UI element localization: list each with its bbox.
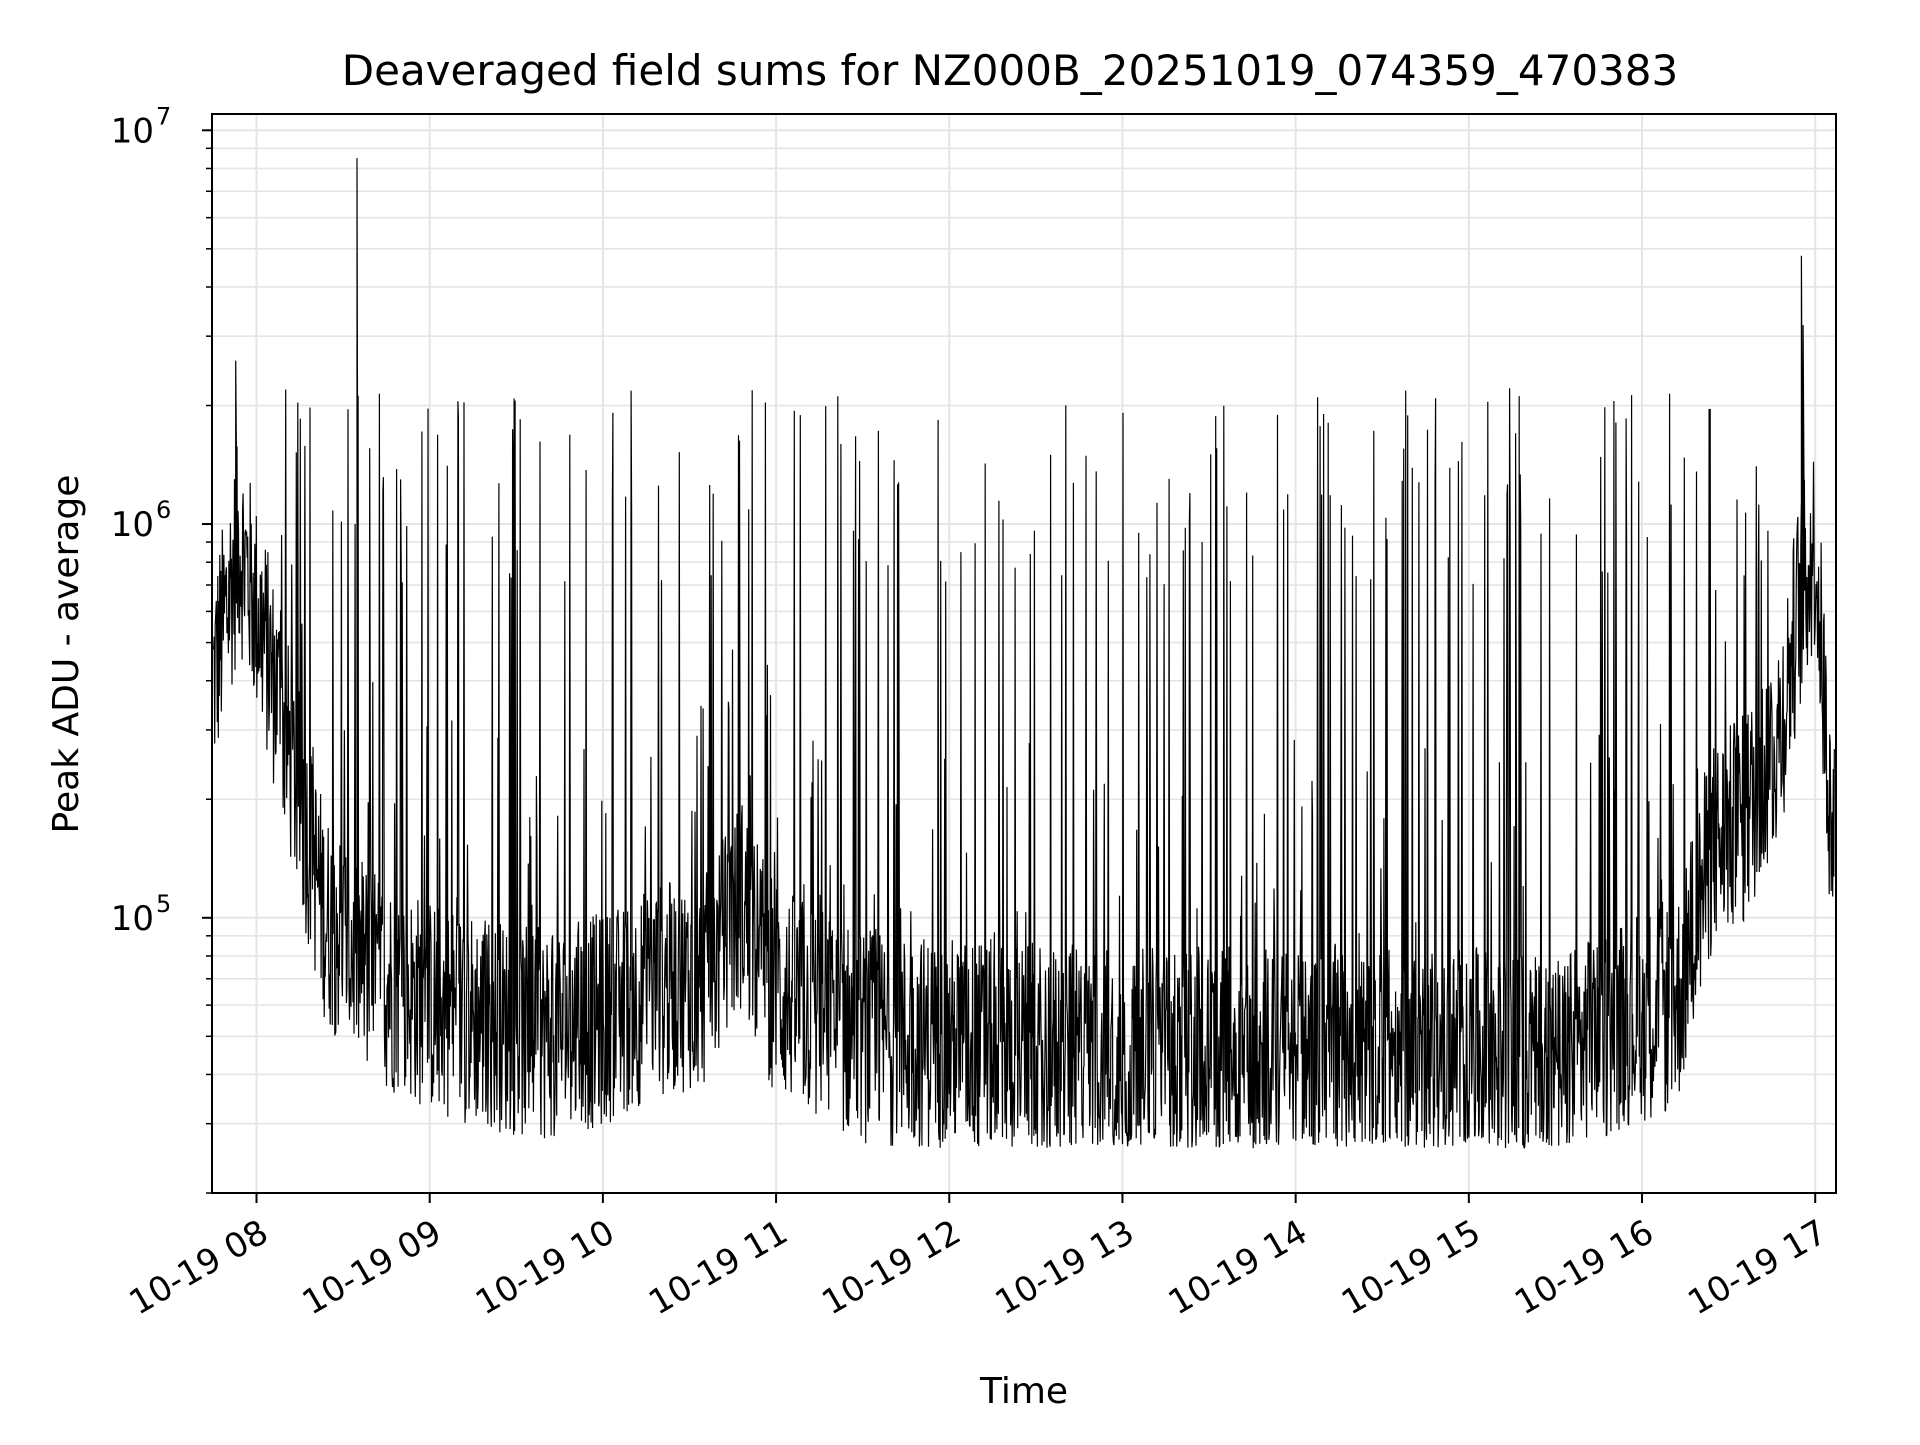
series-layer (212, 158, 1835, 1150)
y-tick-label: 10 7 (111, 102, 172, 151)
y-tick-base: 10 (111, 899, 154, 939)
y-tick-base: 10 (111, 111, 154, 151)
plot-frame (211, 113, 1837, 1194)
y-tick-exponent: 6 (156, 496, 171, 524)
y-tick-exponent: 5 (156, 890, 171, 918)
series-line (212, 158, 1835, 1150)
y-tick-label: 10 6 (111, 496, 172, 545)
y-axis-label: Peak ADU - average (46, 475, 87, 834)
y-tick-exponent: 7 (156, 102, 171, 130)
y-tick-label: 10 5 (111, 890, 172, 939)
x-axis-label: Time (979, 1371, 1068, 1412)
chart-title: Deaveraged field sums for NZ000B_2025101… (342, 46, 1678, 95)
y-tick-base: 10 (111, 505, 154, 545)
